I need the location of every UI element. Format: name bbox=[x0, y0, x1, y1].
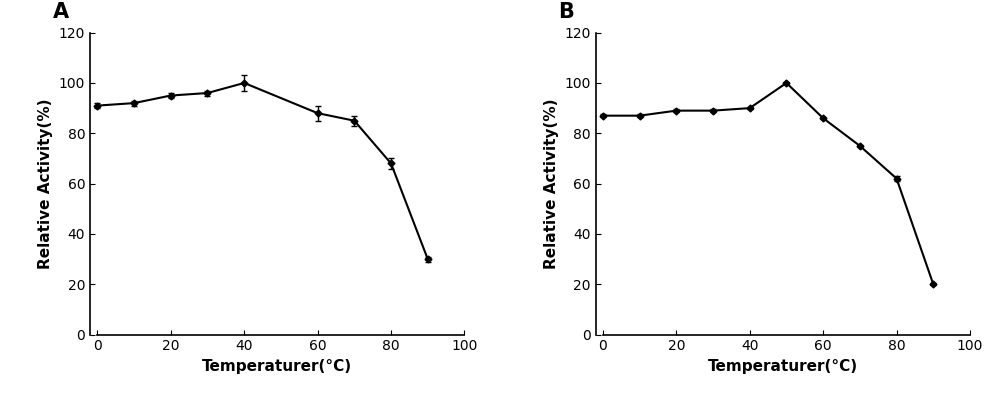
Y-axis label: Relative Activity(%): Relative Activity(%) bbox=[38, 98, 53, 269]
Text: B: B bbox=[558, 2, 574, 22]
X-axis label: Temperaturer(°C): Temperaturer(°C) bbox=[202, 359, 352, 374]
Y-axis label: Relative Activity(%): Relative Activity(%) bbox=[544, 98, 559, 269]
X-axis label: Temperaturer(°C): Temperaturer(°C) bbox=[708, 359, 858, 374]
Text: A: A bbox=[53, 2, 69, 22]
